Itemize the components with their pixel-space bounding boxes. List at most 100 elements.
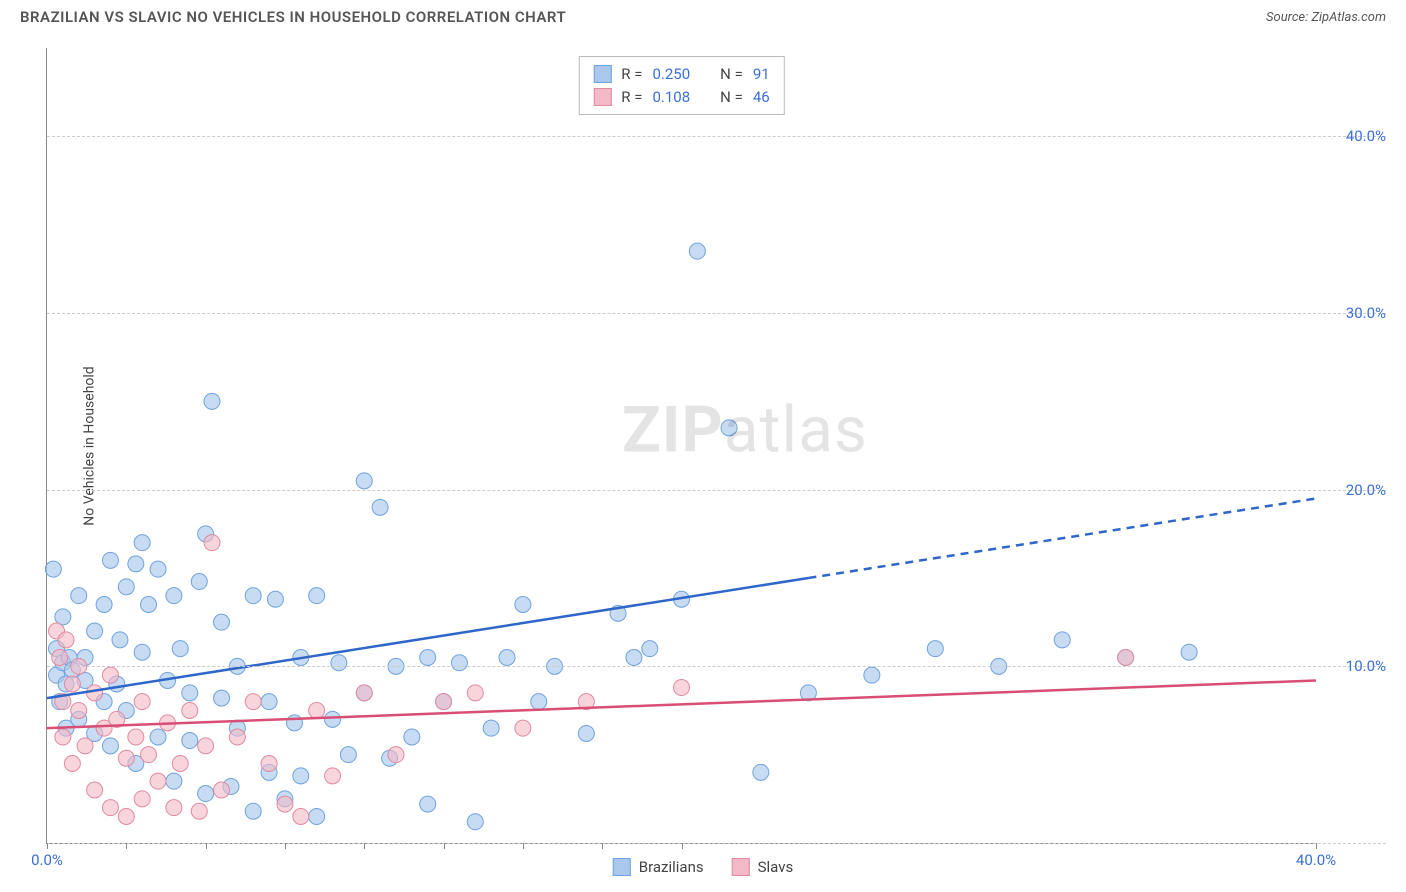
data-point [286,715,302,731]
data-point [467,814,483,830]
stat-row: R =0.250N =91 [593,63,769,86]
chart-area: ZIPatlas R =0.250N =91R =0.108N =46 0.0%… [46,48,1386,844]
stat-r-label: R = [621,63,642,86]
data-point [1181,644,1197,660]
data-point [58,632,74,648]
x-tick [1316,843,1317,849]
x-tick-label: 0.0% [31,851,63,869]
legend-swatch [593,88,611,106]
data-point [112,632,128,648]
data-point [483,720,499,736]
data-point [182,733,198,749]
data-point [277,796,293,812]
data-point [245,588,261,604]
data-point [325,711,341,727]
data-point [102,667,118,683]
data-point [213,782,229,798]
legend-swatch [593,65,611,83]
plot-area: ZIPatlas R =0.250N =91R =0.108N =46 0.0%… [46,48,1316,844]
data-point [499,650,515,666]
y-tick-label: 30.0% [1346,304,1386,322]
data-point [927,641,943,657]
data-point [309,809,325,825]
data-point [118,809,134,825]
data-point [166,588,182,604]
x-tick [285,843,286,849]
legend-item: Brazilians [613,858,704,876]
data-point [451,655,467,671]
data-point [55,729,71,745]
data-point [134,535,150,551]
data-point [64,676,80,692]
stat-n-value: 46 [753,86,770,109]
x-tick [47,843,48,849]
data-point [204,393,220,409]
chart-source: Source: ZipAtlas.com [1266,10,1386,25]
data-point [198,786,214,802]
data-point [191,803,207,819]
data-point [674,680,690,696]
y-tick-label: 10.0% [1346,657,1386,675]
data-point [309,703,325,719]
data-point [118,579,134,595]
data-point [182,685,198,701]
stat-n-label: N = [720,63,743,86]
data-point [293,768,309,784]
data-point [134,644,150,660]
data-point [166,773,182,789]
gridline [47,490,1386,491]
data-point [204,535,220,551]
data-point [134,694,150,710]
data-point [1118,650,1134,666]
data-point [864,667,880,683]
gridline [47,666,1386,667]
data-point [245,803,261,819]
data-point [141,597,157,613]
data-point [102,738,118,754]
x-tick [602,843,603,849]
data-point [198,738,214,754]
legend-bottom: Brazilians Slavs [613,858,794,876]
data-point [261,694,277,710]
legend-label: Slavs [758,858,794,876]
x-tick [206,843,207,849]
data-point [515,597,531,613]
data-point [96,597,112,613]
data-point [721,420,737,436]
data-point [356,685,372,701]
data-point [87,782,103,798]
data-point [531,694,547,710]
y-tick-label: 20.0% [1346,481,1386,499]
data-point [689,243,705,259]
data-point [340,747,356,763]
data-point [515,720,531,736]
data-point [331,655,347,671]
data-point [245,694,261,710]
data-point [213,614,229,630]
x-tick [126,843,127,849]
legend-item: Slavs [732,858,794,876]
x-tick [523,843,524,849]
gridline [47,843,1386,844]
data-point [55,609,71,625]
stat-r-value: 0.250 [652,63,690,86]
stat-r-value: 0.108 [652,86,690,109]
data-point [102,800,118,816]
data-point [261,756,277,772]
legend-swatch [732,858,750,876]
x-tick-label: 40.0% [1296,851,1336,869]
stat-n-label: N = [720,86,743,109]
data-point [388,747,404,763]
data-point [293,809,309,825]
data-point [642,641,658,657]
data-point [166,800,182,816]
data-point [436,694,452,710]
y-tick-label: 40.0% [1346,127,1386,145]
data-point [45,561,61,577]
data-point [102,552,118,568]
data-point [71,588,87,604]
stats-legend: R =0.250N =91R =0.108N =46 [578,56,784,115]
x-tick [364,843,365,849]
data-point [213,690,229,706]
data-point [467,685,483,701]
